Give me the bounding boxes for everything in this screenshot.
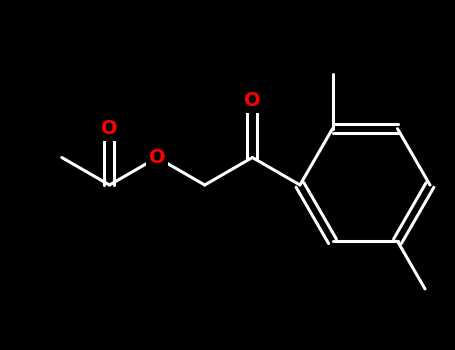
Text: O: O	[244, 91, 261, 110]
Text: O: O	[149, 148, 166, 167]
Text: O: O	[101, 119, 118, 138]
Text: O: O	[101, 119, 118, 138]
Text: O: O	[244, 91, 261, 110]
Text: O: O	[149, 148, 166, 167]
